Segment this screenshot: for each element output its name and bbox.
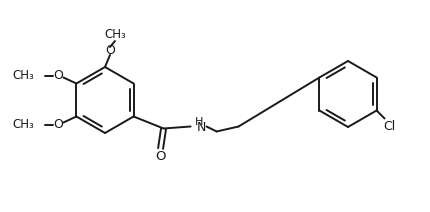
Text: O: O xyxy=(53,118,63,131)
Text: Cl: Cl xyxy=(384,120,396,133)
Text: O: O xyxy=(155,150,166,163)
Text: CH₃: CH₃ xyxy=(104,28,126,40)
Text: O: O xyxy=(53,69,63,82)
Text: O: O xyxy=(105,45,115,57)
Text: H: H xyxy=(194,117,203,127)
Text: N: N xyxy=(197,121,206,134)
Text: CH₃: CH₃ xyxy=(12,69,34,82)
Text: CH₃: CH₃ xyxy=(12,118,34,131)
